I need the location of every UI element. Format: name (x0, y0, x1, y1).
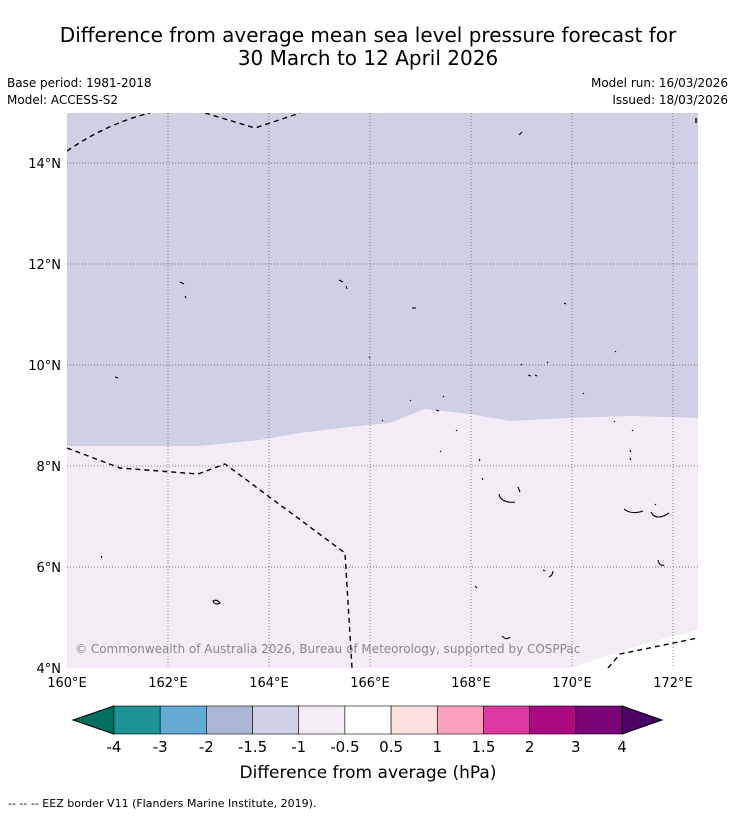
colorbar-tick-label: 1 (432, 738, 442, 756)
colorbar-cell (436, 705, 484, 735)
colorbar-tick-label: -1.5 (238, 738, 267, 756)
anomaly-field-minus-0.5-to-minus-1 (67, 409, 698, 668)
lat-label: 4°N (37, 662, 62, 677)
forecast-map: © Commonwealth of Australia 2026, Bureau… (28, 113, 698, 783)
latitude-labels: 14°N 12°N 10°N 8°N 6°N 4°N (28, 157, 61, 677)
lon-label: 162°E (148, 676, 188, 691)
lon-label: 160°E (47, 676, 87, 691)
longitude-labels: 160°E 162°E 164°E 166°E 168°E 170°E 172°… (47, 676, 693, 691)
colorbar-tick-labels: -4 -3 -2 -1.5 -1 -0.5 0.5 1 1.5 2 3 4 (107, 738, 627, 756)
colorbar-cell (298, 705, 346, 735)
colorbar-tick-label: -1 (291, 738, 306, 756)
colorbar-under-arrow (71, 705, 115, 735)
copyright-text: © Commonwealth of Australia 2026, Bureau… (75, 642, 580, 656)
colorbar-tick-label: -3 (153, 738, 168, 756)
colorbar: -4 -3 -2 -1.5 -1 -0.5 0.5 1 1.5 2 3 4 Difference fr… (71, 705, 664, 783)
lat-label: 6°N (37, 561, 62, 576)
lon-label: 172°E (653, 676, 693, 691)
colorbar-tick-label: -0.5 (330, 738, 359, 756)
colorbar-tick-label: 2 (525, 738, 535, 756)
lon-label: 168°E (451, 676, 491, 691)
lon-label: 170°E (552, 676, 592, 691)
issued-label: Issued: 18/03/2026 (612, 93, 728, 107)
chart-title-line-2: 30 March to 12 April 2026 (237, 46, 499, 70)
colorbar-cell (575, 705, 623, 735)
colorbar-cell (390, 705, 438, 735)
colorbar-tick-label: 4 (617, 738, 627, 756)
anomaly-field-minus-1-to-minus-1.5 (67, 113, 698, 446)
lon-label: 164°E (249, 676, 289, 691)
colorbar-cell (252, 705, 300, 735)
colorbar-tick-label: -4 (107, 738, 122, 756)
model-run-label: Model run: 16/03/2026 (590, 76, 728, 90)
colorbar-tick-label: 3 (571, 738, 581, 756)
lat-label: 12°N (28, 258, 61, 273)
base-period-label: Base period: 1981-2018 (7, 76, 152, 90)
island-outlines (100, 131, 670, 640)
colorbar-cell (113, 705, 161, 735)
eez-footnote: -- -- -- EEZ border V11 (Flanders Marine… (8, 797, 317, 810)
colorbar-tick-label: 1.5 (472, 738, 496, 756)
chart-title-line-1: Difference from average mean sea level p… (59, 23, 677, 47)
model-label: Model: ACCESS-S2 (7, 93, 119, 107)
map-plot-area (67, 113, 698, 668)
lat-label: 8°N (37, 460, 62, 475)
colorbar-cell (529, 705, 577, 735)
colorbar-cell (159, 705, 207, 735)
lat-label: 10°N (28, 359, 61, 374)
colorbar-label: Difference from average (hPa) (240, 763, 497, 783)
colorbar-over-arrow (621, 705, 664, 735)
graticule (67, 113, 698, 668)
colorbar-tick-label: -2 (199, 738, 214, 756)
lat-label: 14°N (28, 157, 61, 172)
lon-label: 166°E (350, 676, 390, 691)
colorbar-tick-label: 0.5 (379, 738, 403, 756)
colorbar-cell (206, 705, 253, 735)
colorbar-cell (344, 705, 392, 735)
eez-borders (67, 113, 698, 668)
colorbar-cells (113, 705, 623, 735)
colorbar-cell (483, 705, 530, 735)
